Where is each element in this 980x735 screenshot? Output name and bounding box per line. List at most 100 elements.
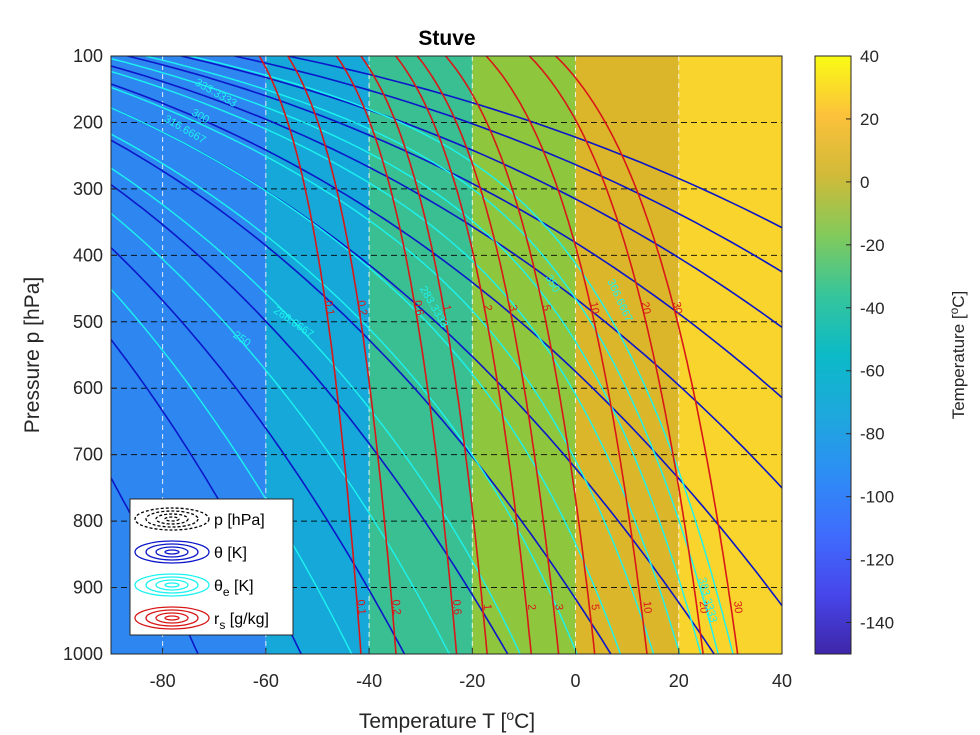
y-axis-ticks: 100 200 300 400 500 600 700 800 900 1000 [63,46,117,664]
legend-item: θ [K] [134,540,247,564]
legend-swatch [155,546,189,558]
x-tick-label: -20 [459,671,485,691]
rs-contour-label: 0.1 [322,299,336,316]
background-band [678,56,782,654]
legend-swatch [164,516,180,522]
legend-item: rs [g/kg] [134,606,269,632]
theta-isoline [180,56,782,329]
theta-e-isoline [111,86,655,654]
x-tick-label: 0 [571,671,581,691]
theta-e-isoline [111,107,622,654]
y-tick-label: 400 [73,245,103,265]
theta-e-isoline [111,288,353,654]
x-axis-ticks: -80 -60 -40 -20 0 20 40 [150,648,792,691]
chart-title: Stuve [418,27,475,50]
legend-swatch [134,507,210,531]
rs-contour-label: 1 [440,304,453,312]
legend: p [hPa] θ [K] θe [K] rs [g/kg] [129,498,294,636]
legend-swatch [134,540,210,564]
legend-swatch [155,612,189,624]
legend-item: p [hPa] [134,507,265,531]
rs-contour-label: 5 [588,604,600,611]
colorbar-tick-label: -80 [860,425,885,444]
legend-swatch [134,606,210,630]
y-axis-label: Pressure p [hPa] [21,277,44,433]
y-tick-label: 300 [73,179,103,199]
y-tick-label: 200 [73,112,103,132]
rs-contour-label: 0.2 [355,299,369,316]
y-tick-label: 800 [73,511,103,531]
rs-contour-label: 20 [697,601,710,614]
colorbar-tick-label: -60 [860,362,885,381]
rs-isoline [555,56,739,654]
colorbar [814,55,852,655]
colorbar-tick-label: 20 [860,110,879,129]
legend-label: θ [K] [214,545,247,562]
rs-contour-label: 0.6 [450,599,463,615]
x-tick-label: 20 [669,671,689,691]
rs-contour-label: 2 [481,304,494,312]
rs-contour-label: 0.6 [411,299,425,316]
rs-isoline [287,56,397,654]
rs-contour-label: 2 [525,604,537,611]
theta-isoline [234,56,782,273]
rs-contour-label: 0.2 [389,599,402,615]
legend-swatch [155,513,189,525]
y-tick-label: 100 [73,46,103,66]
colorbar-tick-label: -40 [860,299,885,318]
rs-contour-label: 30 [731,601,744,614]
theta-e-isoline [189,56,734,654]
rs-contour-label: 10 [641,601,654,614]
theta-isoline [127,56,782,399]
rs-contour-label: 1 [481,604,493,611]
rs-contour-label: 30 [670,301,684,315]
colorbar-label: Temperature [oC] [947,291,968,420]
theta-e-isoline [111,167,521,654]
colorbar-tick-label: -100 [860,488,894,507]
y-tick-label: 1000 [63,644,103,664]
theta-isoline [287,56,782,229]
theta-e-isoline [111,212,450,654]
x-tick-label: -40 [356,671,382,691]
theta-isoline [111,83,782,607]
rs-isoline [485,56,648,654]
y-tick-label: 700 [73,445,103,465]
legend-swatch [145,510,199,528]
legend-swatch [145,609,199,627]
legend-swatch [164,582,180,588]
legend-swatch [164,615,180,621]
rs-contour-label: 20 [639,301,653,315]
colorbar-ticks: 40 20 0 -20 -40 -60 -80 -100 -120 -140 [846,47,894,633]
rs-isoline [395,56,532,654]
y-tick-label: 900 [73,578,103,598]
legend-label: p [hPa] [214,512,265,529]
y-tick-label: 500 [73,312,103,332]
colorbar-tick-label: 40 [860,47,879,66]
theta-isoline [111,65,782,490]
rs-isoline [360,56,488,654]
background-bands [111,56,782,654]
theta-isoline [111,246,406,654]
rs-isoline [416,56,560,654]
x-tick-label: 40 [772,671,792,691]
rs-contour-label: 3 [552,604,564,611]
rs-isoline [444,56,596,654]
background-band [575,56,679,654]
legend-item: θe [K] [134,573,254,599]
theta-e-isoline [111,133,578,654]
x-tick-label: -80 [150,671,176,691]
rs-contour-label: 0.1 [354,599,367,615]
rs-isoline [258,56,362,654]
theta-e-isoline [111,57,702,654]
legend-swatch [134,573,210,597]
legend-label: rs [g/kg] [214,611,269,632]
legend-label: θe [K] [214,578,254,599]
legend-swatch [145,543,199,561]
colorbar-tick-label: -20 [860,236,885,255]
colorbar-tick-label: -120 [860,551,894,570]
rs-contour-label: 3 [506,304,519,312]
theta-isoline [111,139,612,654]
plot-frame [110,55,783,655]
rs-isoline [335,56,458,654]
